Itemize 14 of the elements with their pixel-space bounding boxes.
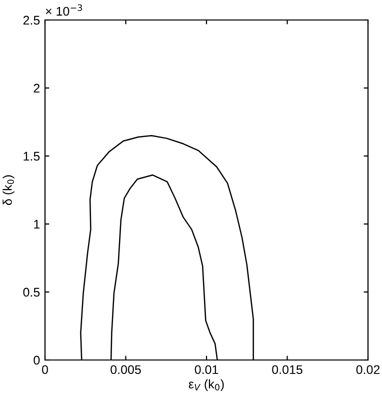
x-tick-label: 0.02 bbox=[356, 365, 380, 374]
x-tick-label: 0 bbox=[42, 365, 48, 374]
x-axis-title: ε$_{V}$ (k$_{0}$) bbox=[188, 379, 224, 391]
x-tick-label: 0.015 bbox=[272, 365, 302, 374]
y-tick-label: 2.5 bbox=[23, 16, 40, 25]
x-tick-label: 0.005 bbox=[110, 365, 141, 374]
y-tick-label: 1.5 bbox=[24, 152, 40, 161]
y-axis-title: δ (k$_{0}$) bbox=[2, 175, 14, 206]
text: × 10$^{−3}$ bbox=[46, 4, 82, 16]
y-tick-label: 0.5 bbox=[23, 288, 40, 297]
y-tick-label: 1 bbox=[34, 220, 40, 229]
y-tick-label: 0 bbox=[34, 356, 40, 365]
x-tick-label: 0.01 bbox=[194, 365, 218, 374]
y-tick-label: 2 bbox=[34, 84, 40, 93]
